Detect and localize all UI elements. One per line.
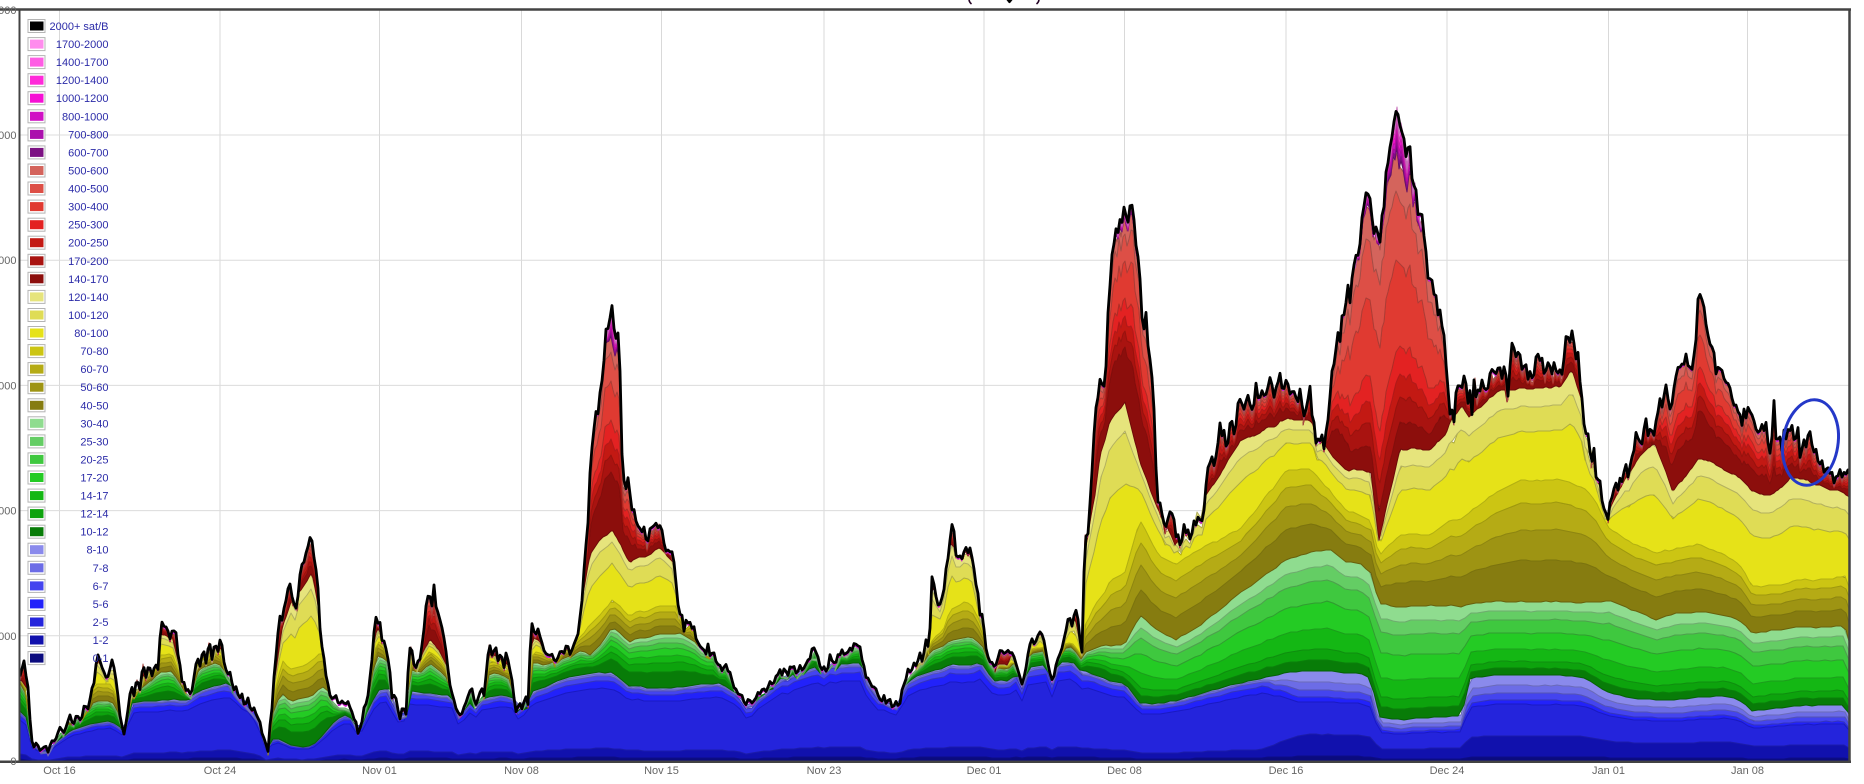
svg-text:2000: 2000 (0, 631, 17, 643)
svg-text:25-30: 25-30 (80, 436, 108, 448)
svg-text:8-10: 8-10 (86, 545, 108, 557)
svg-text:Dec 01: Dec 01 (967, 765, 1002, 777)
svg-text:Jan 01: Jan 01 (1592, 765, 1625, 777)
svg-text:800-1000: 800-1000 (62, 111, 109, 123)
svg-text:Nov 08: Nov 08 (504, 765, 539, 777)
svg-text:30-40: 30-40 (80, 418, 108, 430)
svg-text:200-250: 200-250 (68, 238, 108, 250)
svg-text:Dec 08: Dec 08 (1107, 765, 1142, 777)
svg-text:Nov 15: Nov 15 (644, 765, 679, 777)
svg-text:2-5: 2-5 (93, 617, 109, 629)
svg-text:400-500: 400-500 (68, 184, 108, 196)
svg-text:Dec 16: Dec 16 (1269, 765, 1304, 777)
svg-text:600-700: 600-700 (68, 147, 108, 159)
svg-text:50-60: 50-60 (80, 382, 108, 394)
svg-text:2000+ sat/B: 2000+ sat/B (49, 21, 108, 33)
svg-text:Dec 24: Dec 24 (1430, 765, 1465, 777)
svg-text:0: 0 (10, 756, 16, 768)
svg-text:Jan 08: Jan 08 (1731, 765, 1764, 777)
svg-text:14-17: 14-17 (80, 491, 108, 503)
svg-text:170-200: 170-200 (68, 256, 108, 268)
svg-text:7-8: 7-8 (93, 563, 109, 575)
svg-text:Oct 24: Oct 24 (204, 765, 236, 777)
svg-text:6-7: 6-7 (93, 581, 109, 593)
svg-text:Nov 01: Nov 01 (362, 765, 397, 777)
svg-text:0-1: 0-1 (93, 653, 109, 665)
svg-text:80-100: 80-100 (74, 328, 108, 340)
svg-text:60-70: 60-70 (80, 364, 108, 376)
svg-text:1000-1200: 1000-1200 (56, 93, 109, 105)
svg-text:40-50: 40-50 (80, 400, 108, 412)
svg-text:10000: 10000 (0, 130, 17, 142)
svg-text:300-400: 300-400 (68, 202, 108, 214)
svg-text:1400-1700: 1400-1700 (56, 57, 109, 69)
svg-text:4000: 4000 (0, 506, 17, 518)
svg-text:5-6: 5-6 (93, 599, 109, 611)
svg-text:120-140: 120-140 (68, 292, 108, 304)
svg-text:8000: 8000 (0, 255, 17, 267)
svg-text:1700-2000: 1700-2000 (56, 39, 109, 51)
svg-text:500-600: 500-600 (68, 166, 108, 178)
svg-text:70-80: 70-80 (80, 346, 108, 358)
svg-text:Oct 16: Oct 16 (43, 765, 75, 777)
svg-text:10-12: 10-12 (80, 527, 108, 539)
svg-text:250-300: 250-300 (68, 220, 108, 232)
svg-text:12-14: 12-14 (80, 509, 108, 521)
svg-text:20-25: 20-25 (80, 454, 108, 466)
svg-text:1200-1400: 1200-1400 (56, 75, 109, 87)
svg-text:100-120: 100-120 (68, 310, 108, 322)
svg-text:Nov 23: Nov 23 (807, 765, 842, 777)
svg-text:140-170: 140-170 (68, 274, 108, 286)
svg-text:700-800: 700-800 (68, 129, 108, 141)
svg-text:17-20: 17-20 (80, 473, 108, 485)
svg-text:12000: 12000 (0, 5, 17, 17)
svg-text:6000: 6000 (0, 380, 17, 392)
svg-text:1-2: 1-2 (93, 635, 109, 647)
